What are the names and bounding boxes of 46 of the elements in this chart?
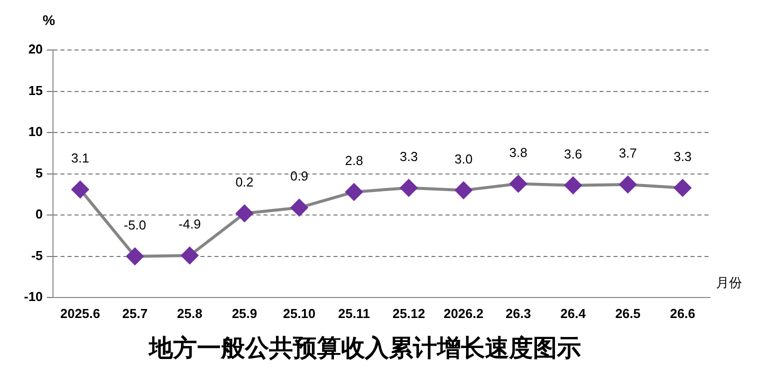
y-tick-label: -10 xyxy=(24,289,43,304)
x-tick-label: 26.5 xyxy=(615,306,641,321)
data-label: 3.8 xyxy=(509,144,528,160)
x-axis-title: 月份 xyxy=(716,275,742,290)
data-label: 2.8 xyxy=(344,153,364,168)
x-tick-label: 2026.2 xyxy=(444,306,484,321)
data-label: 3.3 xyxy=(400,148,418,164)
data-label: 3.3 xyxy=(674,148,692,164)
x-tick-label: 25.11 xyxy=(338,306,370,321)
data-label: -4.9 xyxy=(178,216,201,232)
point xyxy=(619,176,636,194)
x-tick-label: 25.7 xyxy=(122,306,148,321)
data-label: 3.0 xyxy=(454,151,473,166)
data-label: 3.1 xyxy=(71,150,90,166)
text: 地方一般公共预算收入累计增长速度图示 xyxy=(148,334,581,362)
y-tick-label: 0 xyxy=(36,206,43,222)
point xyxy=(290,199,308,216)
point xyxy=(455,182,472,199)
x-tick-label: 26.3 xyxy=(506,306,531,321)
x-tick-label: 25.8 xyxy=(177,306,202,321)
point xyxy=(346,183,363,200)
data-label: 0.2 xyxy=(235,174,254,190)
data-label: 3.7 xyxy=(618,146,637,161)
data-label: 3.6 xyxy=(564,146,582,162)
point xyxy=(510,175,527,192)
x-tick-label: 26.6 xyxy=(670,306,696,321)
x-tick-label: 25.9 xyxy=(232,306,258,321)
point xyxy=(564,176,582,194)
x-tick-label: 26.4 xyxy=(560,306,586,321)
point xyxy=(236,204,253,222)
data-label: 0.9 xyxy=(290,168,308,184)
data-label: -5.0 xyxy=(124,217,146,232)
point xyxy=(181,247,198,264)
y-tick-label: 10 xyxy=(28,124,43,140)
x-tick-label: 25.10 xyxy=(282,306,316,321)
y-tick-label: -5 xyxy=(31,248,43,263)
point xyxy=(72,180,89,198)
y-tick-label: 5 xyxy=(36,165,43,180)
y-tick-label: 15 xyxy=(28,82,43,98)
x-tick-label: 25.12 xyxy=(392,306,426,321)
point xyxy=(126,248,144,265)
point xyxy=(674,179,692,196)
point xyxy=(400,179,418,196)
x-tick-label: 2025.6 xyxy=(60,306,100,321)
y-axis-title: % xyxy=(42,12,56,28)
y-tick-label: 20 xyxy=(28,42,43,57)
